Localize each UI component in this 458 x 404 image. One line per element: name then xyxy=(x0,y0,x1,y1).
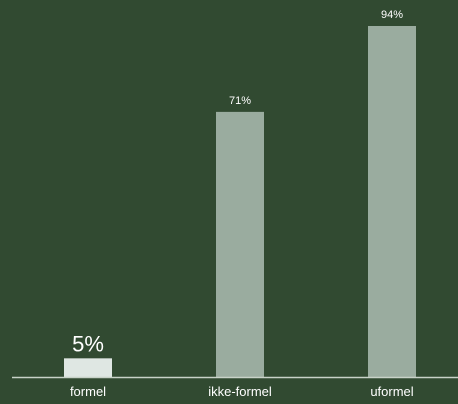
x-tick-label-uformel: uformel xyxy=(370,384,413,399)
data-label-uformel: 94% xyxy=(381,9,403,21)
x-tick-labels-group: formel ikke-formel uformel xyxy=(70,384,414,399)
data-label-ikke-formel: 71% xyxy=(229,95,251,107)
x-tick-label-ikke-formel: ikke-formel xyxy=(208,384,272,399)
bars-group xyxy=(64,26,416,377)
bar-uformel xyxy=(368,26,416,377)
bar-formel xyxy=(64,358,112,377)
data-label-formel: 5% xyxy=(72,331,104,356)
bar-ikke-formel xyxy=(216,112,264,377)
x-tick-label-formel: formel xyxy=(70,384,106,399)
